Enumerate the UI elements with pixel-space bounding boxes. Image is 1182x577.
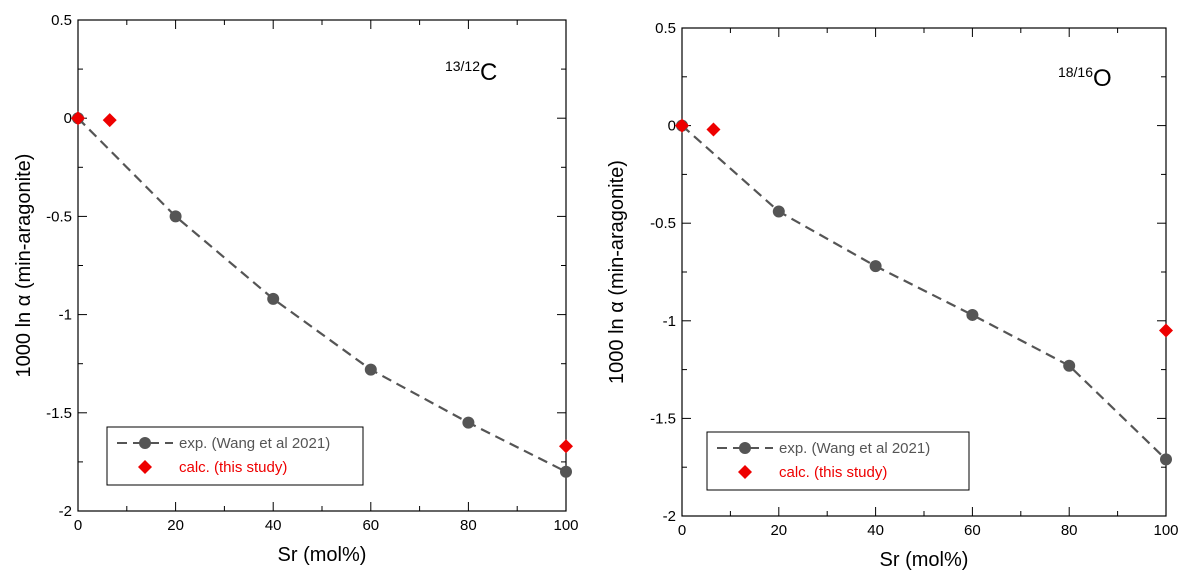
data-point-exp xyxy=(560,465,572,478)
chart-panel-oxygen: 0 20 40 60 80 100 -2 -1.5 -1 -0.5 0 0.5 Sr (mol%) 100… xyxy=(591,0,1182,577)
legend: exp. (Wang et al 2021) calc. (this study) xyxy=(106,426,364,486)
y-tick-label: 0 xyxy=(668,118,676,135)
data-point-calc xyxy=(1159,323,1173,338)
data-point-exp xyxy=(169,210,182,223)
isotope-element: O xyxy=(1093,65,1112,92)
y-tick-label: -2 xyxy=(663,508,676,525)
legend-box xyxy=(106,426,364,486)
y-tick-label: 0.5 xyxy=(51,12,72,29)
data-point-calc xyxy=(102,113,117,128)
legend-label-calc: calc. (this study) xyxy=(179,459,287,476)
x-tick-label: 80 xyxy=(1061,522,1078,539)
data-point-exp xyxy=(1160,453,1172,466)
chart-panel-carbon: 0 20 40 60 80 100 -2 -1.5 -1 -0.5 0 0.5 Sr (mol%) 100… xyxy=(13,12,579,566)
y-tick-label: 0 xyxy=(64,110,72,127)
x-tick-label: 60 xyxy=(964,522,981,539)
x-axis-title: Sr (mol%) xyxy=(278,544,367,566)
x-tick-label: 100 xyxy=(1153,522,1178,539)
y-axis-title: 1000 ln α (min-aragonite) xyxy=(606,160,628,384)
y-axis-title: 1000 ln α (min-aragonite) xyxy=(13,154,35,378)
legend: exp. (Wang et al 2021) calc. (this study) xyxy=(706,431,970,491)
chart-carbon-svg: 0 20 40 60 80 100 -2 -1.5 -1 -0.5 0 0.5 Sr (mol%) 100… xyxy=(13,12,579,566)
x-tick-label: 60 xyxy=(362,517,379,534)
y-tick-label: 0.5 xyxy=(655,20,676,37)
data-point-exp xyxy=(966,308,979,321)
y-tick-label: -1.5 xyxy=(650,410,676,427)
x-tick-label: 100 xyxy=(553,517,578,534)
x-tick-label: 20 xyxy=(770,522,787,539)
x-tick-label: 80 xyxy=(460,517,477,534)
data-point-calc xyxy=(706,122,721,137)
isotope-superscript: 13/12 xyxy=(445,58,480,74)
legend-marker-exp xyxy=(739,442,751,454)
data-point-calc xyxy=(675,118,689,133)
x-tick-label: 0 xyxy=(74,517,82,534)
data-point-calc xyxy=(559,439,573,454)
y-tick-label: -1 xyxy=(59,307,72,324)
legend-marker-calc xyxy=(738,465,752,479)
data-point-exp xyxy=(1063,359,1076,372)
chart-oxygen-svg: 0 20 40 60 80 100 -2 -1.5 -1 -0.5 0 0.5 Sr (mol%) 100… xyxy=(606,20,1179,571)
x-axis-title: Sr (mol%) xyxy=(880,549,969,571)
data-point-exp xyxy=(772,205,785,218)
legend-box xyxy=(706,431,970,491)
y-tick-label: -0.5 xyxy=(46,208,72,225)
x-tick-label: 40 xyxy=(867,522,884,539)
legend-marker-exp xyxy=(139,437,151,449)
legend-label-calc: calc. (this study) xyxy=(779,464,887,481)
x-tick-label: 20 xyxy=(167,517,184,534)
series-line-exp xyxy=(681,124,1167,461)
data-point-exp xyxy=(364,363,377,376)
series-line-exp xyxy=(77,117,567,473)
y-tick-label: -2 xyxy=(59,503,72,520)
x-tick-label: 0 xyxy=(678,522,686,539)
y-tick-label: -0.5 xyxy=(650,215,676,232)
legend-marker-calc xyxy=(138,460,152,474)
isotope-superscript: 18/16 xyxy=(1058,64,1093,80)
data-point-exp xyxy=(267,292,280,305)
legend-label-exp: exp. (Wang et al 2021) xyxy=(779,440,930,457)
y-tick-label: -1 xyxy=(663,313,676,330)
x-tick-label: 40 xyxy=(265,517,282,534)
data-point-calc xyxy=(71,111,85,126)
y-tick-label: -1.5 xyxy=(46,405,72,422)
data-point-exp xyxy=(869,260,882,273)
legend-label-exp: exp. (Wang et al 2021) xyxy=(179,435,330,452)
isotope-element: C xyxy=(480,59,497,86)
data-point-exp xyxy=(462,416,475,429)
